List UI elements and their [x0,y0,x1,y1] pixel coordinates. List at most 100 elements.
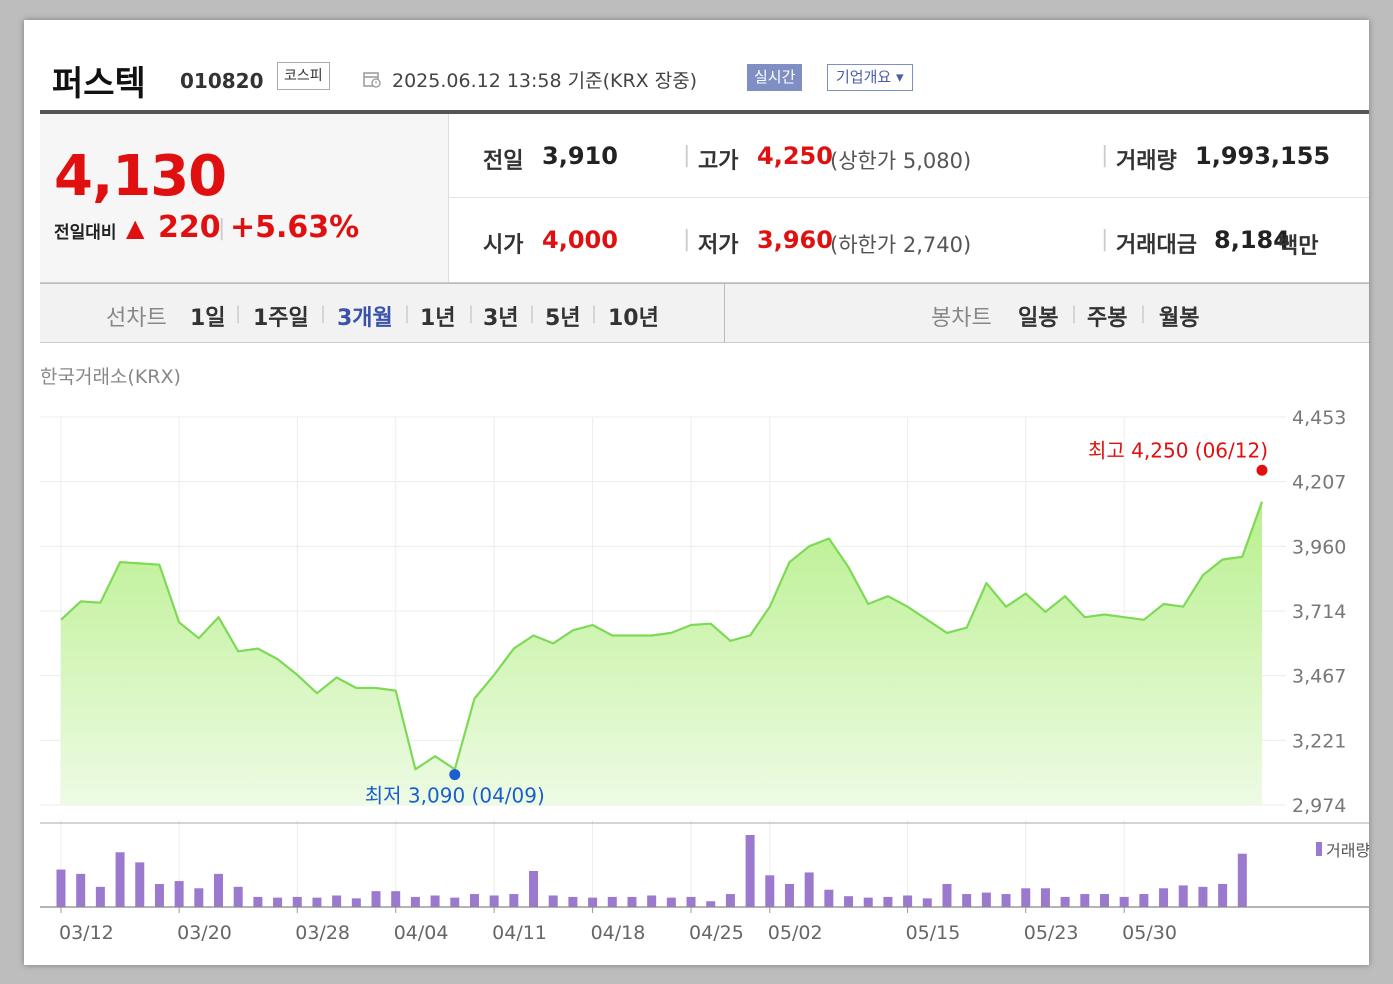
volume-bar [1119,896,1129,907]
candle-chart-label: 봉차트 [931,306,992,331]
prev-close-label: 전일 [483,149,524,174]
high-marker [1256,464,1268,476]
volume-bar [686,896,696,907]
tab-weekly-candle[interactable]: 주봉 [1087,306,1128,331]
low-label: 저가 [698,233,739,258]
volume-legend-label: 거래량 [1326,841,1369,860]
stat-separator: | [683,227,691,252]
volume-bar [1139,894,1149,907]
stat-separator: | [1101,227,1109,252]
volume-bar [1218,883,1228,907]
volume-bar [214,873,224,907]
volume-bar [115,852,125,907]
exchange-label: 한국거래소(KRX) [40,366,181,388]
volume-bar [371,891,381,907]
realtime-button[interactable]: 실시간 [747,64,803,91]
stat-separator: | [1101,143,1109,168]
tab-1day[interactable]: 1일 [190,306,226,331]
stat-separator: | [683,143,691,168]
volume-bar [548,895,558,907]
y-tick-label: 4,453 [1292,407,1346,429]
tab-separator: | [235,303,242,324]
volume-bar [410,896,420,907]
change-rate: +5.63% [230,210,360,245]
volume-bar [1001,894,1011,907]
change-separator: | [218,216,226,241]
x-tick-label: 04/18 [591,922,646,944]
tab-monthly-candle[interactable]: 월봉 [1159,306,1200,331]
x-tick-label: 03/12 [59,922,114,944]
up-arrow-icon: ▲ [126,214,145,242]
company-overview-button[interactable]: 기업개요 ▾ [827,64,913,91]
y-tick-label: 3,467 [1292,666,1346,688]
volume-bar [529,871,539,907]
volume-bar [725,894,735,907]
volume-bar [273,897,283,907]
volume-bar [962,894,972,907]
high-label: 고가 [698,149,739,174]
tab-separator: | [404,303,411,324]
volume-bar [292,896,302,907]
volume-bar [1021,888,1031,907]
trade-value-label: 거래대금 [1116,233,1197,258]
low-marker [449,769,461,781]
volume-bar [174,881,184,907]
volume-bar [253,896,263,907]
volume-bar [863,897,873,907]
trade-value-unit: 백만 [1278,234,1319,259]
prev-close-value: 3,910 [542,142,618,170]
tab-10year[interactable]: 10년 [608,306,659,331]
volume-bar [588,897,598,907]
tab-separator: | [320,303,327,324]
y-tick-label: 3,221 [1292,730,1346,752]
volume-bar [1040,888,1050,907]
volume-bar [469,894,479,907]
tab-separator: | [468,303,475,324]
tab-daily-candle[interactable]: 일봉 [1018,306,1059,331]
period-tab-bar [40,283,1369,343]
volume-bar [95,886,105,907]
x-tick-label: 04/11 [492,922,547,944]
x-tick-label: 03/20 [177,922,232,944]
volume-bar [784,883,794,907]
low-marker-label: 최저 3,090 (04/09) [365,784,545,808]
volume-bar [1080,894,1090,907]
volume-value: 1,993,155 [1195,142,1331,170]
tab-1year[interactable]: 1년 [420,306,456,331]
stock-name: 퍼스텍 [52,64,146,104]
volume-bar [804,872,814,907]
volume-bar [1178,885,1188,907]
volume-bar [765,875,775,907]
tab-1week[interactable]: 1주일 [253,306,309,331]
current-price: 4,130 [54,144,227,209]
volume-bar [76,873,86,907]
x-tick-label: 05/15 [906,922,961,944]
trade-value: 8,184 [1214,226,1290,254]
header-divider [40,110,1369,114]
price-line [60,501,1264,771]
volume-label: 거래량 [1116,149,1177,174]
volume-bar [351,898,361,907]
volume-bar [981,892,991,907]
volume-bar [1198,886,1208,907]
volume-bar [1060,896,1070,907]
tab-5year[interactable]: 5년 [545,306,581,331]
chart-widget: 퍼스텍 010820 코스피 2025.06.12 13:58 기준(KRX 장… [24,20,1369,965]
y-tick-label: 4,207 [1292,472,1346,494]
upper-limit: (상한가 5,080) [830,149,972,173]
x-tick-label: 04/04 [394,922,449,944]
tab-3month[interactable]: 3개월 [337,306,393,331]
volume-bar [666,897,676,907]
tab-3year[interactable]: 3년 [483,306,519,331]
open-label: 시가 [483,233,524,258]
volume-bar [647,895,657,907]
x-tick-label: 03/28 [295,922,350,944]
stock-code: 010820 [180,69,264,93]
lower-limit: (하한가 2,740) [830,233,972,257]
price-area [61,501,1262,805]
volume-bar [706,901,716,907]
volume-bar [233,886,243,907]
quote-time: 2025.06.12 13:58 기준(KRX 장중) [392,70,698,92]
market-badge: 코스피 [277,62,330,90]
change-value: 220 [158,210,221,245]
